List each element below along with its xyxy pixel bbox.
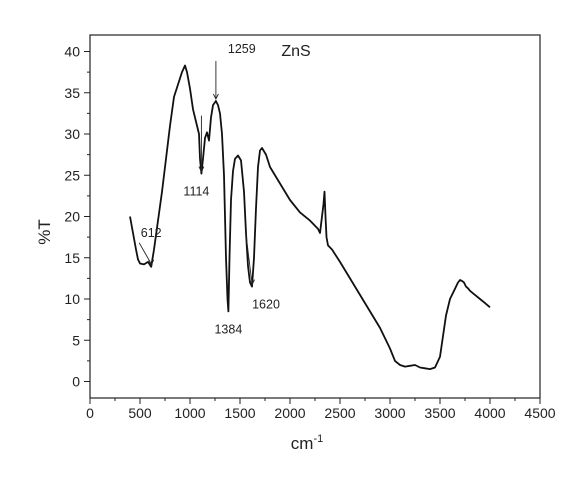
x-tick-label: 3000 <box>374 405 405 421</box>
peak-label: 1259 <box>228 42 256 56</box>
y-tick-label: 0 <box>72 374 80 390</box>
annotation-arrowhead <box>249 279 255 286</box>
x-tick-label: 4000 <box>474 405 505 421</box>
annotation-arrow <box>245 234 253 284</box>
y-tick-label: 15 <box>64 250 80 266</box>
y-axis-label: %T <box>35 219 54 245</box>
x-tick-label: 4500 <box>524 405 555 421</box>
y-tick-label: 40 <box>64 44 80 60</box>
peak-label: 612 <box>141 226 162 240</box>
x-tick-label: 2000 <box>274 405 305 421</box>
x-axis-label-superscript: -1 <box>313 433 323 445</box>
annotation-arrowhead <box>148 259 155 266</box>
y-tick-label: 5 <box>72 332 80 348</box>
peak-annotations: 612 1114 1259 1384 1620 <box>138 42 280 336</box>
x-tick-label: 1000 <box>174 405 205 421</box>
y-tick-label: 30 <box>64 126 80 142</box>
peak-label: 1384 <box>214 322 242 336</box>
peak-label: 1620 <box>252 298 280 312</box>
x-tick-label: 2500 <box>324 405 355 421</box>
chart-title: ZnS <box>281 43 310 60</box>
x-tick-label: 500 <box>128 405 152 421</box>
annotation-arrowhead <box>198 166 205 173</box>
peak-label: 1114 <box>183 185 209 199</box>
x-axis-label: cm-1 <box>291 433 323 453</box>
y-axis: 0 5 10 15 20 25 30 35 40 <box>64 44 90 390</box>
annotation-arrowhead <box>212 93 219 101</box>
y-tick-label: 20 <box>64 209 80 225</box>
x-tick-label: 1500 <box>224 405 255 421</box>
y-tick-label: 25 <box>64 167 80 183</box>
y-tick-label: 35 <box>64 85 80 101</box>
x-axis-label-base: cm <box>291 434 314 453</box>
x-tick-label: 3500 <box>424 405 455 421</box>
x-tick-label: 0 <box>86 405 94 421</box>
plot-frame <box>89 34 541 399</box>
series-line-transmittance <box>129 64 491 370</box>
y-tick-label: 10 <box>64 291 80 307</box>
x-axis: 0 500 1000 1500 2000 2500 3000 3500 4000 4500 <box>86 398 556 421</box>
